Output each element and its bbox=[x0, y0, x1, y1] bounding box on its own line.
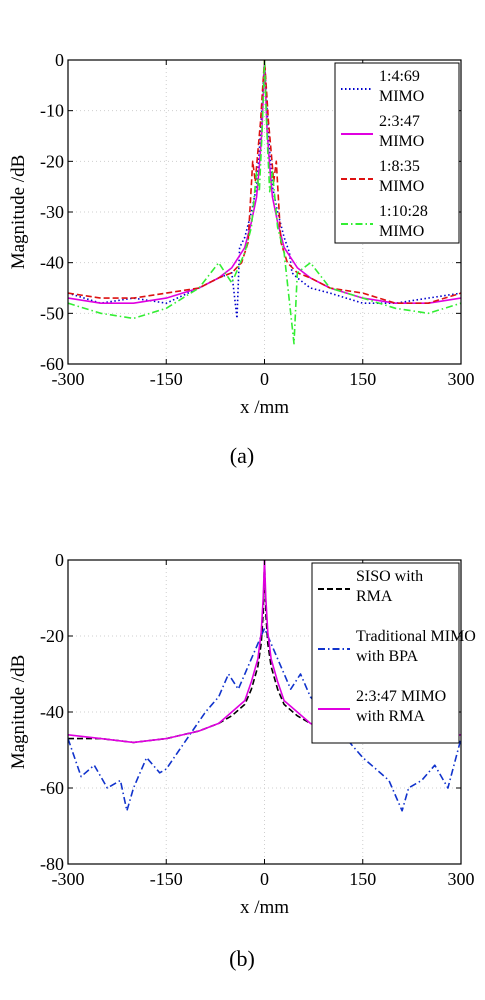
chart0-legend-label-cont-2: MIMO bbox=[379, 178, 424, 195]
chart1-legend-box bbox=[311, 562, 460, 744]
chart0-legend-label-cont-1: MIMO bbox=[379, 133, 424, 150]
chart0-y-tick-label: -20 bbox=[40, 151, 64, 171]
chart1-x-tick-label: -300 bbox=[52, 869, 85, 889]
chart0-legend-label-1: 2:3:47 bbox=[379, 113, 420, 130]
chart1-y-tick-label: -60 bbox=[40, 778, 64, 798]
chart1-legend-label-1: Traditional MIMO bbox=[356, 628, 476, 645]
chart0-legend-label-cont-0: MIMO bbox=[379, 88, 424, 105]
chart0-caption: (a) bbox=[230, 443, 254, 468]
chart1-y-tick-label: 0 bbox=[55, 550, 64, 570]
chart0-y-tick-label: 0 bbox=[55, 50, 64, 70]
chart1-legend-label-cont-0: RMA bbox=[356, 588, 393, 605]
chart1-legend-label-cont-1: with BPA bbox=[356, 648, 419, 665]
chart1-x-axis-label: x /mm bbox=[240, 897, 289, 918]
chart1-caption: (b) bbox=[229, 946, 255, 971]
chart0-x-axis-label: x /mm bbox=[240, 397, 289, 418]
chart0-y-tick-label: -10 bbox=[40, 101, 64, 121]
chart1-y-axis-label: Magnitude /dB bbox=[8, 655, 29, 770]
chart0-y-axis-label: Magnitude /dB bbox=[8, 155, 29, 270]
chart0-y-tick-label: -60 bbox=[40, 354, 64, 374]
chart1-y-tick-label: -20 bbox=[40, 626, 64, 646]
chart0-x-tick-label: 300 bbox=[448, 369, 475, 389]
chart0-y-tick-label: -30 bbox=[40, 202, 64, 222]
chart0-x-tick-label: -300 bbox=[52, 369, 85, 389]
chart1-x-tick-label: 150 bbox=[349, 869, 376, 889]
chart1-y-tick-label: -40 bbox=[40, 702, 64, 722]
chart1-legend-label-0: SISO with bbox=[356, 568, 423, 585]
chart0-x-tick-label: 0 bbox=[260, 369, 269, 389]
chart0-legend-label-3: 1:10:28 bbox=[379, 203, 428, 220]
chart0-y-tick-label: -40 bbox=[40, 253, 64, 273]
chart0-legend-label-cont-3: MIMO bbox=[379, 223, 424, 240]
chart0-series-line-2 bbox=[68, 60, 461, 305]
chart1-x-tick-label: -150 bbox=[150, 869, 183, 889]
chart0-legend-label-0: 1:4:69 bbox=[379, 68, 420, 85]
chart1-x-tick-label: 300 bbox=[448, 869, 475, 889]
chart1-series-line-1 bbox=[68, 627, 461, 812]
chart1-legend-label-2: 2:3:47 MIMO bbox=[356, 688, 446, 705]
chart1-y-tick-label: -80 bbox=[40, 854, 64, 874]
chart0-x-tick-label: -150 bbox=[150, 369, 183, 389]
chart1-x-tick-label: 0 bbox=[260, 869, 269, 889]
chart0-x-tick-label: 150 bbox=[349, 369, 376, 389]
chart0-legend-box bbox=[334, 62, 460, 244]
chart0-legend-label-2: 1:8:35 bbox=[379, 158, 420, 175]
chart0-series-line-3 bbox=[68, 60, 461, 345]
chart0-y-tick-label: -50 bbox=[40, 303, 64, 323]
chart1-legend-label-cont-2: with RMA bbox=[356, 708, 425, 725]
